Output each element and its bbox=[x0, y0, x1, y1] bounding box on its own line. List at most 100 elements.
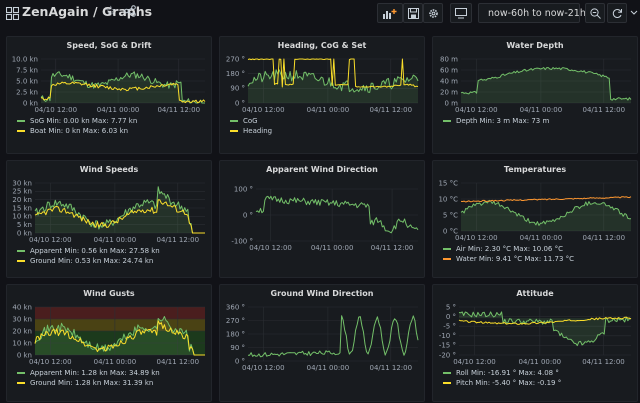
zoom-out-icon bbox=[589, 7, 601, 19]
panel-temperatures[interactable]: Temperatures 15 °C 10 °C 5 °C 0 °C 04/10 12:0… bbox=[432, 160, 638, 278]
y-tick-label: 0 kn bbox=[17, 229, 32, 237]
legend-label: Ground Min: 0.53 kn Max: 24.74 kn bbox=[30, 257, 154, 265]
legend-color-swatch bbox=[230, 120, 238, 122]
panel-apparent-wind-direction[interactable]: Apparent Wind Direction 100 ° 0 ° -100 ° 04/… bbox=[219, 160, 425, 278]
series-line bbox=[460, 199, 631, 226]
panel-speed-sog-drift[interactable]: Speed, SoG & Drift 10.0 kn 7.5 kn 5.0 kn 2.5… bbox=[6, 36, 212, 154]
legend-label: Pitch Min: -5.40 ° Max: -0.19 ° bbox=[456, 379, 562, 387]
graph-water-depth[interactable]: 80 m 60 m 40 m 20 m 0 m04/10 12:00 04/11 00:0… bbox=[433, 53, 639, 151]
zoom-out-button[interactable] bbox=[585, 3, 605, 23]
panel-water-depth[interactable]: Water Depth 80 m 60 m 40 m 20 m 0 m 04/10 12:0… bbox=[432, 36, 638, 154]
panel-wind-gusts[interactable]: Wind Gusts 40 kn 30 kn 20 kn 10 kn 0 kn 04/10 … bbox=[6, 284, 212, 402]
panel-heading-cog-set[interactable]: Heading, CoG & Set 270 ° 180 ° 90 ° 0 ° 04/10… bbox=[219, 36, 425, 154]
legend-item[interactable]: Ground Min: 0.53 kn Max: 24.74 kn bbox=[17, 257, 153, 265]
legend-item[interactable]: Pitch Min: -5.40 ° Max: -0.19 ° bbox=[443, 379, 561, 387]
save-dashboard-button[interactable] bbox=[403, 3, 423, 23]
y-tick-label: 10.0 kn bbox=[12, 55, 38, 63]
legend-item[interactable]: Water Min: 9.41 °C Max: 11.73 °C bbox=[443, 255, 574, 263]
y-tick-label: 10 kn bbox=[12, 213, 32, 221]
legend-item[interactable]: SoG Min: 0.00 kn Max: 7.77 kn bbox=[17, 117, 137, 125]
panel-title[interactable]: Speed, SoG & Drift bbox=[66, 41, 152, 50]
panel-ground-wind-direction[interactable]: Ground Wind Direction 360 ° 270 ° 180 ° 90 °… bbox=[219, 284, 425, 402]
x-tick-label: 04/10 12:00 bbox=[29, 236, 72, 244]
x-tick-label: 04/11 12:00 bbox=[370, 106, 413, 114]
dashboards-grid-icon[interactable] bbox=[6, 7, 19, 20]
panel-title[interactable]: Attitude bbox=[516, 289, 554, 298]
share-icon[interactable] bbox=[124, 5, 136, 17]
legend-label: Depth Min: 3 m Max: 73 m bbox=[456, 117, 550, 125]
legend-color-swatch bbox=[17, 130, 25, 132]
x-tick-label: 04/11 00:00 bbox=[94, 236, 137, 244]
legend-item[interactable]: Air Min: 2.30 °C Max: 10.06 °C bbox=[443, 245, 563, 253]
legend-item[interactable]: Boat Min: 0 kn Max: 6.03 kn bbox=[17, 127, 128, 135]
legend-label: Heading bbox=[243, 127, 273, 135]
y-tick-label: 15 kn bbox=[12, 204, 32, 212]
panel-title[interactable]: Wind Speeds bbox=[79, 165, 139, 174]
y-tick-label: 180 ° bbox=[226, 70, 245, 78]
legend-color-swatch bbox=[17, 382, 25, 384]
panel-title[interactable]: Apparent Wind Direction bbox=[266, 165, 378, 174]
y-tick-label: -20 ° bbox=[439, 351, 456, 359]
x-tick-label: 04/10 12:00 bbox=[29, 358, 72, 366]
x-tick-label: 04/11 12:00 bbox=[583, 234, 626, 242]
refresh-button[interactable] bbox=[607, 3, 627, 23]
legend-item[interactable]: Heading bbox=[230, 127, 272, 135]
panel-title[interactable]: Wind Gusts bbox=[83, 289, 135, 298]
legend-item[interactable]: Ground Min: 1.28 kn Max: 31.39 kn bbox=[17, 379, 153, 387]
y-tick-label: -100 ° bbox=[231, 237, 253, 245]
legend-label: Roll Min: -16.91 ° Max: 4.08 ° bbox=[456, 369, 559, 377]
legend-item[interactable]: CoG bbox=[230, 117, 258, 125]
legend-color-swatch bbox=[17, 250, 25, 252]
y-tick-label: 180 ° bbox=[226, 330, 245, 338]
graph-attitude[interactable]: 5 ° 0 ° -5 °-10 ° -15 °-20 °04/10 12:00 04/1… bbox=[433, 301, 639, 399]
y-tick-label: 20 kn bbox=[12, 327, 32, 335]
y-tick-label: 0 ° bbox=[235, 357, 245, 365]
y-tick-label: 30 kn bbox=[12, 179, 32, 187]
series-line bbox=[248, 315, 419, 358]
y-tick-label: 20 m bbox=[440, 88, 458, 96]
panel-title[interactable]: Ground Wind Direction bbox=[270, 289, 374, 298]
graph-ground-wind-direction[interactable]: 360 ° 270 ° 180 ° 90 ° 0 °04/10 12:00 04/11 0… bbox=[220, 301, 426, 399]
legend-item[interactable]: Apparent Min: 0.56 kn Max: 27.58 kn bbox=[17, 247, 160, 255]
series-line bbox=[460, 67, 632, 101]
panel-title[interactable]: Heading, CoG & Set bbox=[277, 41, 367, 50]
graph-temperatures[interactable]: 15 °C 10 °C 5 °C 0 °C04/10 12:00 04/11 00:00… bbox=[433, 177, 639, 275]
panel-attitude[interactable]: Attitude 5 ° 0 ° -5 ° -10 ° -15 ° -20 ° 04/10 1… bbox=[432, 284, 638, 402]
star-icon[interactable]: ☆ bbox=[105, 4, 117, 19]
series-line bbox=[247, 58, 419, 88]
refresh-interval-chevron-icon[interactable] bbox=[630, 10, 638, 16]
y-tick-label: 5.0 kn bbox=[16, 77, 38, 85]
legend-label: Boat Min: 0 kn Max: 6.03 kn bbox=[30, 127, 129, 135]
legend-item[interactable]: Apparent Min: 1.28 kn Max: 34.89 kn bbox=[17, 369, 160, 377]
legend-item[interactable]: Depth Min: 3 m Max: 73 m bbox=[443, 117, 549, 125]
monitor-icon bbox=[455, 7, 467, 18]
y-tick-label: 0 ° bbox=[243, 211, 253, 219]
panel-title[interactable]: Temperatures bbox=[503, 165, 567, 174]
gear-icon bbox=[428, 8, 438, 18]
graph-apparent-wind-direction[interactable]: 100 ° 0 ° -100 °04/10 12:00 04/11 00:00 04/1… bbox=[220, 177, 426, 275]
panel-wind-speeds[interactable]: Wind Speeds 30 kn 25 kn 20 kn 15 kn 10 kn 5 kn… bbox=[6, 160, 212, 278]
panel-title[interactable]: Water Depth bbox=[506, 41, 564, 50]
x-tick-label: 04/11 12:00 bbox=[582, 358, 625, 366]
graph-heading-cog-set[interactable]: 270 ° 180 ° 90 ° 0 °04/10 12:00 04/11 00:00 0… bbox=[220, 53, 426, 151]
dashboard-title[interactable]: ZenAgain / Graphs bbox=[22, 4, 153, 19]
add-panel-button[interactable] bbox=[377, 3, 403, 23]
legend-label: Water Min: 9.41 °C Max: 11.73 °C bbox=[456, 255, 575, 263]
legend-label: Apparent Min: 0.56 kn Max: 27.58 kn bbox=[30, 247, 160, 255]
y-tick-label: 15 °C bbox=[438, 179, 458, 187]
top-bar: ZenAgain / Graphs ☆ bbox=[0, 0, 640, 28]
legend-label: Apparent Min: 1.28 kn Max: 34.89 kn bbox=[30, 369, 160, 377]
series-line bbox=[255, 195, 419, 234]
tv-mode-button[interactable] bbox=[450, 3, 472, 23]
time-range-picker[interactable]: now-60h to now-21h bbox=[478, 3, 586, 23]
x-tick-label: 04/11 00:00 bbox=[307, 106, 350, 114]
y-tick-label: 2.5 kn bbox=[16, 88, 38, 96]
x-tick-label: 04/11 12:00 bbox=[371, 244, 414, 252]
settings-button[interactable] bbox=[423, 3, 443, 23]
legend-item[interactable]: Roll Min: -16.91 ° Max: 4.08 ° bbox=[443, 369, 559, 377]
legend-color-swatch bbox=[443, 372, 451, 374]
series-line bbox=[458, 311, 632, 347]
